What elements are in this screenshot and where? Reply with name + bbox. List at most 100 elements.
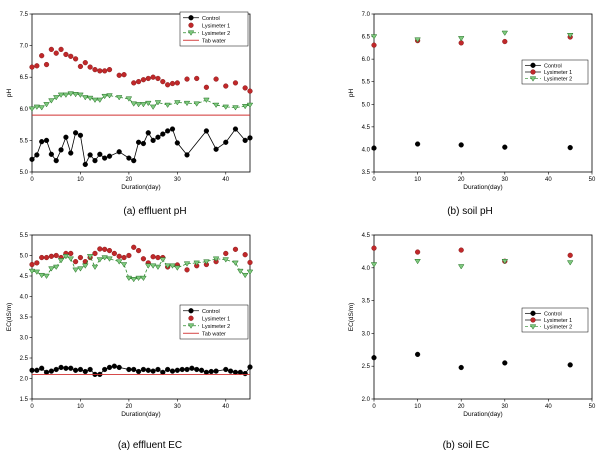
- data-point: [82, 263, 89, 269]
- y-tick-label: 6.5: [20, 75, 29, 81]
- data-point: [33, 269, 41, 275]
- data-point: [145, 75, 151, 82]
- data-point: [106, 153, 113, 159]
- data-point: [184, 267, 190, 273]
- data-point: [155, 254, 161, 261]
- data-point: [63, 365, 69, 371]
- data-point: [457, 36, 465, 42]
- data-point: [53, 158, 59, 164]
- data-point: [566, 260, 574, 266]
- data-point: [135, 102, 142, 108]
- data-point: [115, 95, 123, 101]
- data-point: [87, 366, 93, 373]
- data-point: [174, 367, 180, 373]
- data-point: [39, 53, 45, 59]
- data-point: [165, 82, 171, 88]
- data-point: [247, 88, 253, 94]
- data-point: [164, 263, 171, 269]
- data-point: [140, 275, 147, 282]
- data-point: [154, 264, 162, 270]
- data-point: [29, 64, 35, 70]
- data-point: [149, 263, 157, 269]
- data-point: [223, 83, 229, 89]
- y-tick-label: 4.5: [362, 125, 371, 131]
- data-point: [371, 355, 377, 361]
- y-tick-label: 5.5: [20, 138, 29, 144]
- data-point: [34, 152, 40, 158]
- data-point: [165, 128, 171, 134]
- data-point: [77, 63, 84, 70]
- y-tick-label: 5.5: [20, 233, 29, 239]
- data-point: [155, 134, 161, 140]
- series-lysimeter-2: [370, 30, 574, 43]
- data-point: [155, 75, 161, 82]
- data-point: [126, 366, 132, 373]
- data-point: [232, 126, 239, 132]
- legend-marker: [529, 76, 537, 82]
- data-point: [58, 147, 64, 153]
- series-lysimeter-2: [28, 254, 254, 283]
- plot-frame: [373, 13, 593, 173]
- data-point: [228, 368, 234, 374]
- data-point: [43, 254, 50, 261]
- x-axis-label: Duration(day): [463, 411, 502, 418]
- y-tick-label: 7.5: [20, 12, 29, 18]
- data-point: [126, 155, 132, 161]
- data-point: [242, 252, 248, 258]
- data-point: [502, 144, 508, 150]
- data-point: [116, 253, 122, 259]
- x-tick-label: 30: [174, 177, 181, 183]
- y-tick-label: 3.5: [20, 315, 29, 321]
- data-point: [43, 137, 50, 144]
- y-tick-label: 6.0: [362, 57, 371, 63]
- legend-label: Lysimeter 2: [544, 325, 572, 331]
- data-point: [97, 68, 103, 74]
- data-point: [120, 262, 128, 268]
- data-point: [102, 68, 108, 74]
- data-point: [140, 366, 147, 373]
- data-point: [370, 34, 378, 40]
- data-point: [101, 255, 108, 261]
- data-point: [145, 367, 151, 373]
- data-point: [52, 95, 60, 101]
- legend-label: Lysimeter 1: [202, 23, 230, 29]
- data-point: [39, 254, 45, 261]
- data-point: [567, 145, 573, 151]
- data-point: [208, 368, 214, 375]
- data-point: [232, 246, 239, 252]
- series-lysimeter-2: [370, 259, 574, 270]
- data-point: [125, 96, 133, 102]
- data-point: [82, 161, 88, 168]
- data-point: [193, 260, 200, 266]
- data-point: [169, 126, 176, 132]
- data-point: [131, 366, 137, 373]
- data-point: [68, 150, 74, 156]
- data-point: [48, 46, 54, 52]
- legend-label: Lysimeter 2: [202, 31, 230, 37]
- y-tick-label: 2.0: [362, 397, 371, 403]
- data-point: [121, 72, 127, 78]
- data-point: [131, 158, 137, 164]
- data-point: [91, 97, 99, 103]
- y-tick-label: 7.0: [20, 44, 29, 50]
- data-point: [87, 152, 93, 158]
- data-point: [77, 266, 84, 272]
- data-point: [77, 254, 84, 261]
- data-point: [371, 145, 377, 151]
- data-point: [68, 250, 74, 257]
- data-point: [48, 266, 55, 272]
- series-lysimeter-1: [29, 46, 253, 94]
- data-point: [34, 63, 40, 69]
- data-point: [33, 104, 41, 110]
- data-point: [198, 367, 205, 373]
- data-point: [106, 247, 113, 254]
- data-point: [169, 80, 176, 87]
- x-tick-label: 0: [30, 177, 34, 183]
- data-point: [183, 100, 191, 107]
- data-point: [131, 80, 137, 86]
- data-point: [53, 50, 59, 56]
- data-point: [457, 264, 465, 270]
- data-point: [203, 84, 210, 90]
